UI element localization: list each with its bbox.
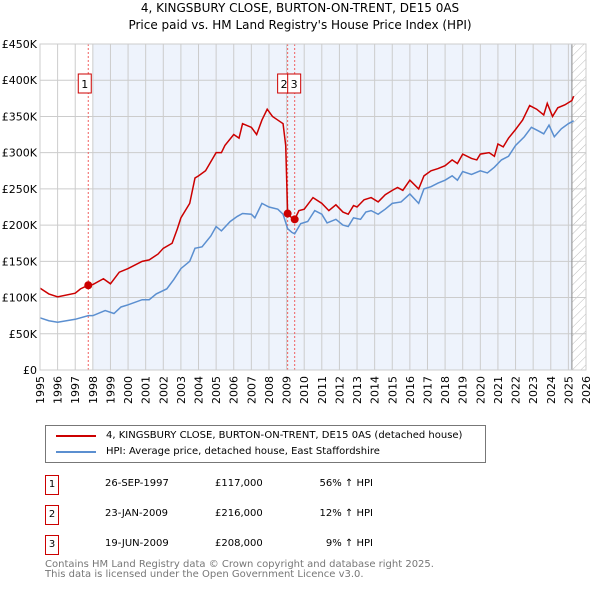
sale-row: 3 19-JUN-2009 £208,000 9% ↑ HPI (45, 535, 445, 555)
x-tick-label: 2002 (157, 376, 170, 404)
x-tick-label: 2011 (316, 376, 329, 404)
x-tick-label: 2000 (122, 376, 135, 404)
footer-line: Contains HM Land Registry data © Crown c… (45, 559, 434, 570)
sale-label: 3 (291, 78, 298, 91)
x-tick-label: 2005 (210, 376, 223, 404)
x-tick-label: 2013 (351, 376, 364, 404)
y-tick-label: £200K (2, 219, 38, 232)
x-tick-label: 2004 (193, 376, 206, 404)
x-tick-label: 2006 (228, 376, 241, 404)
x-tick-label: 2025 (562, 376, 575, 404)
legend-swatch-property (56, 434, 96, 437)
y-tick-label: £450K (2, 38, 38, 51)
chart-plot: 1995 1996 1997 1998 1999 2000 2001 2002 2003 2004… (2, 38, 593, 404)
sale-point (290, 215, 299, 224)
series-line (39, 120, 575, 323)
y-tick-label: £400K (2, 74, 38, 87)
chart-title: 4, KINGSBURY CLOSE, BURTON-ON-TRENT, DE1… (140, 1, 460, 15)
x-tick-label: 2022 (510, 376, 523, 404)
sale-point (84, 281, 93, 290)
x-tick-label: 2021 (492, 376, 505, 404)
sale-date: 19-JUN-2009 (105, 538, 169, 549)
x-tick-label: 2014 (369, 376, 382, 404)
sale-price: £208,000 (215, 538, 263, 549)
x-tick-label: 1999 (104, 376, 117, 404)
x-tick-label: 1996 (52, 376, 65, 404)
sale-row: 2 23-JAN-2009 £216,000 12% ↑ HPI (45, 505, 445, 525)
x-tick-label: 2019 (457, 376, 470, 404)
y-tick-label: £50K (9, 328, 38, 341)
x-tick-label: 2026 (580, 376, 593, 404)
sale-label: 1 (81, 78, 88, 91)
sale-price: £117,000 (215, 478, 263, 489)
legend-label-hpi: HPI: Average price, detached house, East… (106, 446, 380, 457)
y-tick-label: £100K (2, 292, 38, 305)
x-tick-label: 2017 (421, 376, 434, 404)
x-tick-label: 2024 (545, 376, 558, 404)
x-tick-label: 2007 (245, 376, 258, 404)
sale-date: 26-SEP-1997 (105, 478, 169, 489)
x-tick-label: 2016 (404, 376, 417, 404)
x-tick-label: 2009 (281, 376, 294, 404)
footer-line: This data is licensed under the Open Gov… (45, 569, 364, 580)
footer: Contains HM Land Registry data © Crown c… (45, 560, 434, 580)
sale-hpi: 12% ↑ HPI (319, 508, 373, 519)
forecast-hatch (571, 44, 586, 370)
x-tick-label: 1995 (34, 376, 47, 404)
y-tick-label: £0 (23, 364, 37, 377)
legend-swatch-hpi (56, 450, 96, 453)
chart-subtitle: Price paid vs. HM Land Registry's House … (128, 18, 472, 32)
legend: 4, KINGSBURY CLOSE, BURTON-ON-TRENT, DE1… (45, 425, 486, 463)
x-tick-label: 2015 (386, 376, 399, 404)
y-tick-label: £300K (2, 147, 38, 160)
sale-hpi: 9% ↑ HPI (325, 538, 373, 549)
x-tick-label: 2001 (140, 376, 153, 404)
x-tick-label: 2023 (527, 376, 540, 404)
sale-price: £216,000 (215, 508, 263, 519)
sale-marker-box: 2 (45, 505, 59, 525)
x-tick-label: 2012 (333, 376, 346, 404)
sale-marker-box: 3 (45, 535, 59, 555)
x-tick-label: 2003 (175, 376, 188, 404)
sale-label-box (287, 73, 302, 94)
series-line (39, 95, 575, 298)
sale-label-box (77, 73, 92, 94)
y-tick-label: £150K (2, 255, 38, 268)
legend-label-property: 4, KINGSBURY CLOSE, BURTON-ON-TRENT, DE1… (106, 430, 463, 441)
sale-date: 23-JAN-2009 (105, 508, 169, 519)
x-tick-label: 2020 (474, 376, 487, 404)
sale-point (283, 209, 292, 218)
x-tick-label: 2008 (263, 376, 276, 404)
x-tick-label: 1998 (87, 376, 100, 404)
plot-border (39, 43, 587, 371)
sale-hpi: 56% ↑ HPI (319, 478, 373, 489)
x-tick-label: 2018 (439, 376, 452, 404)
x-tick-label: 2010 (298, 376, 311, 404)
y-tick-label: £250K (2, 183, 38, 196)
sale-label: 2 (281, 78, 288, 91)
sale-marker-box: 1 (45, 475, 59, 495)
x-tick-label: 1997 (69, 376, 82, 404)
y-tick-label: £350K (2, 110, 38, 123)
sale-row: 1 26-SEP-1997 £117,000 56% ↑ HPI (45, 475, 445, 495)
